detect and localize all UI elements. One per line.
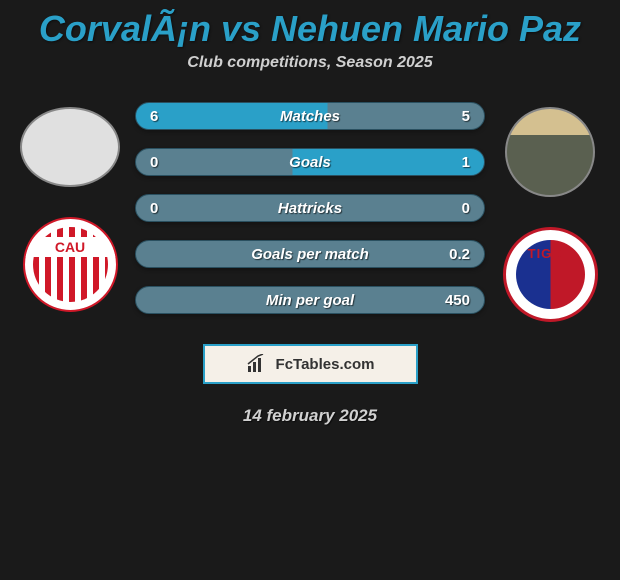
stat-label: Goals per match	[136, 246, 484, 263]
club-left-code: CAU	[25, 237, 116, 257]
player-left-avatar	[20, 107, 120, 187]
club-right-code: TIGRE	[506, 246, 595, 261]
subtitle: Club competitions, Season 2025	[0, 54, 620, 102]
comparison-row: CAU 6 Matches 5 0 Goals 1 0 Hattricks 0 …	[0, 102, 620, 322]
chart-icon	[246, 354, 270, 374]
stat-row-mpg: Min per goal 450	[135, 286, 485, 314]
club-left-badge: CAU	[23, 217, 118, 312]
stat-label: Hattricks	[136, 200, 484, 217]
comparison-card: CorvalÃ¡n vs Nehuen Mario Paz Club compe…	[0, 0, 620, 426]
player-right-column: TIGRE	[495, 102, 605, 322]
stat-label: Matches	[136, 108, 484, 125]
club-right-badge: TIGRE	[503, 227, 598, 322]
stat-row-gpm: Goals per match 0.2	[135, 240, 485, 268]
stat-label: Goals	[136, 154, 484, 171]
brand-text: FcTables.com	[276, 356, 375, 373]
page-title: CorvalÃ¡n vs Nehuen Mario Paz	[0, 0, 620, 54]
stat-row-hattricks: 0 Hattricks 0	[135, 194, 485, 222]
player-right-avatar	[505, 107, 595, 197]
stat-row-matches: 6 Matches 5	[135, 102, 485, 130]
brand-badge[interactable]: FcTables.com	[203, 344, 418, 384]
player-left-column: CAU	[15, 102, 125, 312]
stat-label: Min per goal	[136, 292, 484, 309]
stat-row-goals: 0 Goals 1	[135, 148, 485, 176]
stats-column: 6 Matches 5 0 Goals 1 0 Hattricks 0 Goal…	[135, 102, 485, 314]
footer-date: 14 february 2025	[0, 406, 620, 426]
